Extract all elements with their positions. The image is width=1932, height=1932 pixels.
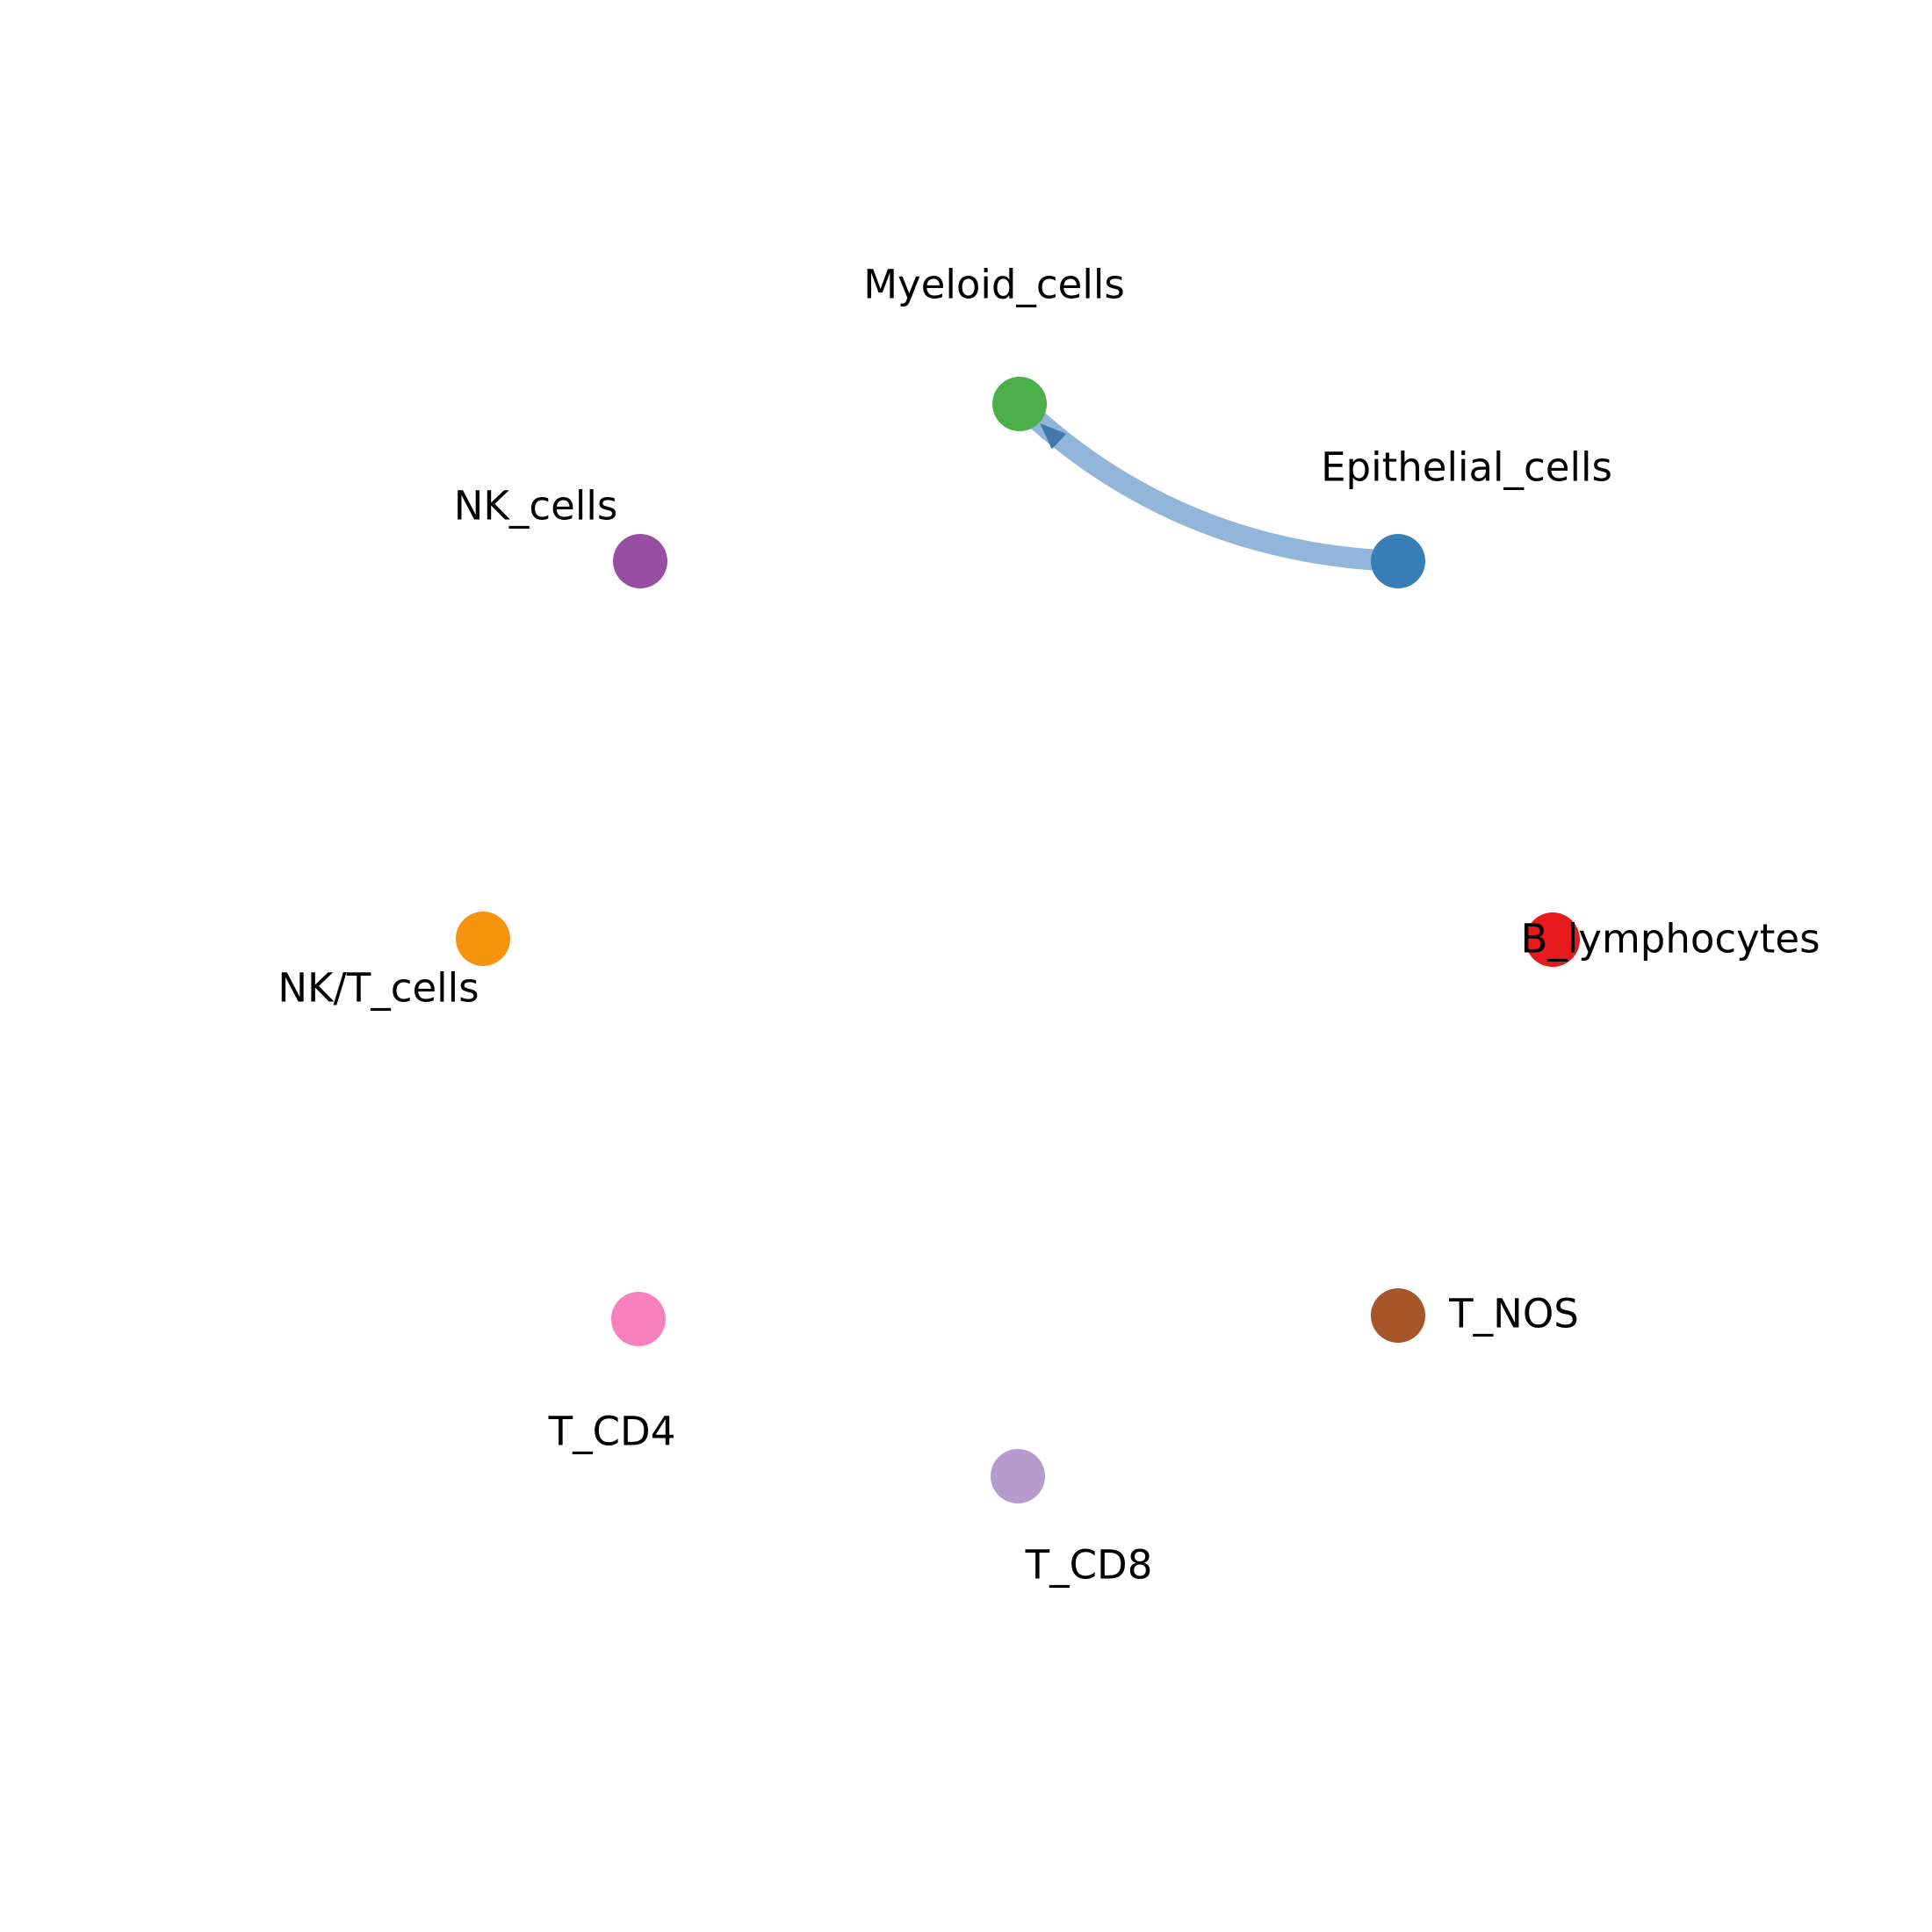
node-Myeloid_cells <box>992 377 1047 431</box>
node-NK_cells <box>613 534 667 588</box>
node-label-NK_T_cells: NK/T_cells <box>278 965 479 1012</box>
node-label-Epithelial_cells: Epithelial_cells <box>1321 444 1612 491</box>
node-label-NK_cells: NK_cells <box>454 483 618 530</box>
edge-arrowhead-Myeloid_cells <box>1040 423 1067 450</box>
node-NK_T_cells <box>456 912 510 966</box>
node-Epithelial_cells <box>1371 534 1425 588</box>
node-label-T_CD4: T_CD4 <box>548 1409 676 1455</box>
node-T_NOS <box>1371 1288 1425 1343</box>
edge-Epithelial_cells-to-Myeloid_cells <box>1012 396 1399 572</box>
node-B_lymphocytes <box>1525 912 1580 967</box>
node-T_CD4 <box>611 1292 666 1346</box>
node-label-Myeloid_cells: Myeloid_cells <box>863 262 1125 308</box>
node-label-T_NOS: T_NOS <box>1448 1291 1579 1337</box>
node-label-B_lymphocytes: B_lymphocytes <box>1520 916 1820 962</box>
node-T_CD8 <box>991 1449 1045 1503</box>
node-label-T_CD8: T_CD8 <box>1025 1542 1153 1589</box>
